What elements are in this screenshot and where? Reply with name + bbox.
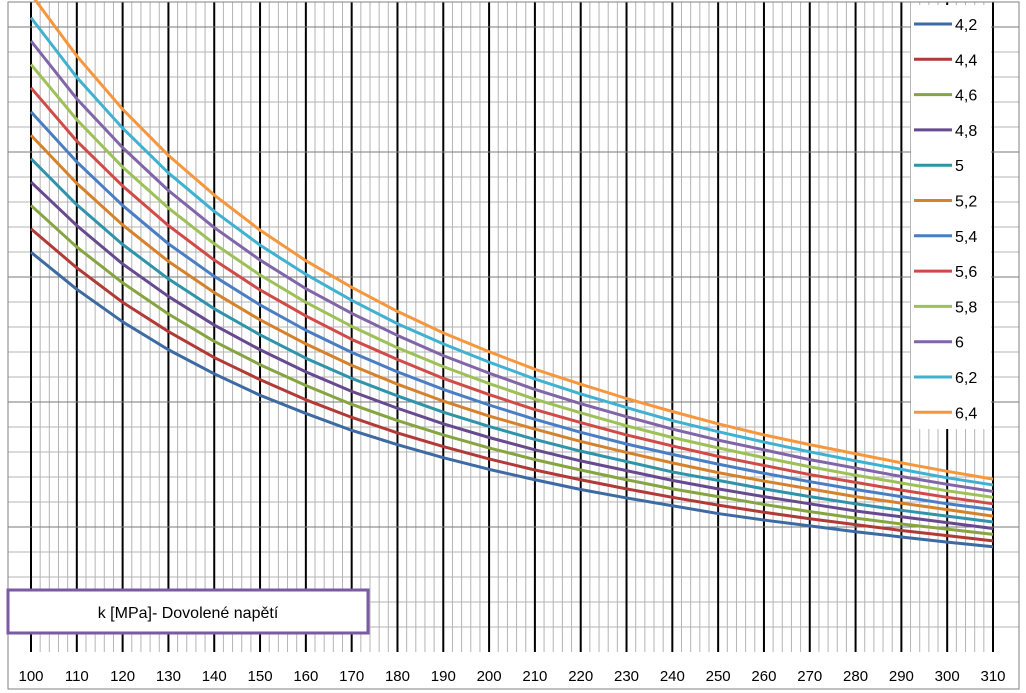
annotation-box: k [MPa]- Dovolené napětí bbox=[6, 588, 370, 635]
x-tick-label: 290 bbox=[889, 668, 914, 685]
x-tick-label: 200 bbox=[477, 668, 502, 685]
series-line-6,2 bbox=[29, 16, 994, 487]
legend-label: 5,6 bbox=[955, 264, 977, 281]
x-tick-label: 260 bbox=[751, 668, 776, 685]
series-line-4,6 bbox=[29, 204, 994, 536]
legend-label: 4,2 bbox=[955, 17, 977, 34]
legend-background bbox=[911, 5, 991, 429]
legend-label: 5,8 bbox=[955, 299, 977, 316]
plot-area-border bbox=[7, 1, 1020, 690]
series-line-4,4 bbox=[30, 227, 994, 543]
x-axis-tick-labels: 100 110 120 130 140 150 160 170 180 190 200 210 220 2… bbox=[18, 668, 1005, 685]
x-tick-label: 170 bbox=[339, 668, 364, 685]
x-tick-label: 240 bbox=[660, 668, 685, 685]
x-tick-label: 210 bbox=[522, 668, 547, 685]
x-tick-label: 300 bbox=[935, 668, 960, 685]
series-line-6,4 bbox=[33, 0, 994, 481]
x-tick-label: 120 bbox=[110, 668, 135, 685]
x-tick-label: 130 bbox=[156, 668, 181, 685]
legend-label: 6,2 bbox=[955, 370, 977, 387]
series-line-6 bbox=[29, 40, 994, 493]
x-tick-label: 190 bbox=[431, 668, 456, 685]
series-line-5 bbox=[29, 157, 994, 524]
series-line-5,4 bbox=[29, 110, 994, 512]
x-tick-label: 110 bbox=[65, 668, 89, 685]
annotation-border bbox=[6, 588, 370, 635]
x-tick-label: 250 bbox=[706, 668, 731, 685]
legend-label: 4,6 bbox=[955, 88, 977, 105]
annotation-text: k [MPa]- Dovolené napětí bbox=[98, 605, 279, 622]
series-layer bbox=[29, 0, 994, 549]
legend-label: 4,8 bbox=[955, 123, 977, 140]
x-tick-label: 140 bbox=[202, 668, 227, 685]
legend-label: 4,4 bbox=[955, 52, 977, 69]
legend-label: 6,4 bbox=[955, 405, 977, 422]
x-tick-label: 310 bbox=[980, 668, 1005, 685]
x-tick-label: 180 bbox=[385, 668, 410, 685]
legend: 4,2 4,4 4,6 4,8 5 5,2 5,4 5,6 5,8 6 6,2 6,4 bbox=[911, 5, 991, 429]
legend-entries: 4,2 4,4 4,6 4,8 5 5,2 5,4 5,6 5,8 6 6,2 6,4 bbox=[914, 17, 977, 422]
legend-label: 5,4 bbox=[955, 229, 977, 246]
series-line-5,6 bbox=[29, 86, 994, 506]
legend-label: 5 bbox=[955, 158, 964, 175]
x-tick-label: 270 bbox=[797, 668, 822, 685]
series-line-4,2 bbox=[30, 251, 994, 549]
x-tick-label: 150 bbox=[248, 668, 273, 685]
x-tick-label: 280 bbox=[843, 668, 868, 685]
x-tick-label: 100 bbox=[18, 668, 43, 685]
x-tick-label: 220 bbox=[568, 668, 593, 685]
x-tick-label: 160 bbox=[293, 668, 318, 685]
legend-label: 6 bbox=[955, 335, 964, 352]
series-line-5,2 bbox=[29, 134, 994, 518]
series-line-4,8 bbox=[29, 180, 994, 530]
legend-label: 5,2 bbox=[955, 194, 977, 211]
series-line-5,8 bbox=[29, 63, 994, 499]
x-tick-label: 230 bbox=[614, 668, 639, 685]
